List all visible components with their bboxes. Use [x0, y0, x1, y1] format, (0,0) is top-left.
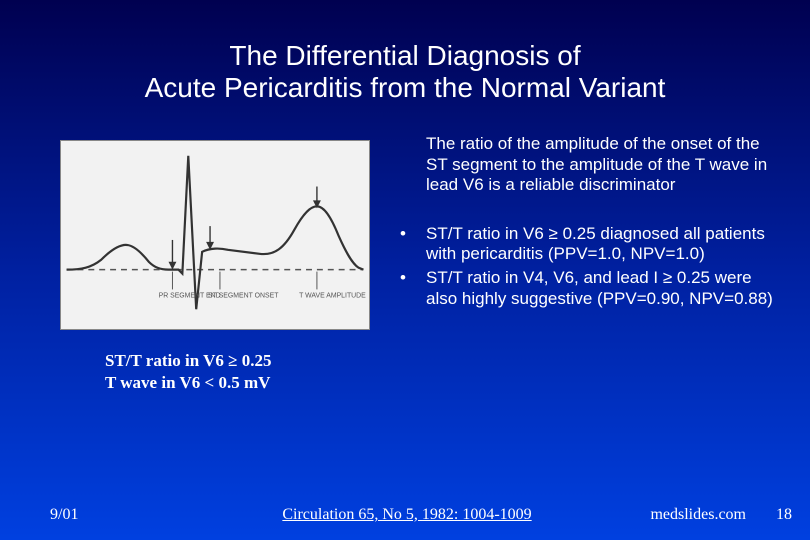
ecg-arrow-pr: [168, 240, 176, 270]
intro-text: The ratio of the amplitude of the onset …: [400, 134, 780, 195]
bullet-list: • ST/T ratio in V6 ≥ 0.25 diagnosed all …: [400, 224, 780, 310]
footer-page-number: 18: [764, 506, 792, 524]
title-line-2: Acute Pericarditis from the Normal Varia…: [145, 72, 666, 103]
ecg-label-tw: T WAVE AMPLITUDE: [299, 293, 366, 300]
content-area: PR SEGMENT END ST SEGMENT ONSET T WAVE A…: [0, 134, 810, 394]
caption-line-2: T wave in V6 < 0.5 mV: [105, 373, 270, 392]
ecg-label-st: ST SEGMENT ONSET: [208, 293, 279, 300]
right-column: The ratio of the amplitude of the onset …: [400, 134, 780, 394]
title-line-1: The Differential Diagnosis of: [229, 40, 580, 71]
caption-line-1: ST/T ratio in V6 ≥ 0.25: [105, 351, 271, 370]
footer-date: 9/01: [50, 506, 210, 524]
figure-caption: ST/T ratio in V6 ≥ 0.25 T wave in V6 < 0…: [105, 350, 325, 394]
ecg-figure: PR SEGMENT END ST SEGMENT ONSET T WAVE A…: [60, 140, 370, 330]
ecg-svg: PR SEGMENT END ST SEGMENT ONSET T WAVE A…: [61, 141, 369, 329]
footer: 9/01 Circulation 65, No 5, 1982: 1004-10…: [0, 506, 810, 524]
list-item: • ST/T ratio in V4, V6, and lead I ≥ 0.2…: [400, 268, 780, 309]
footer-citation: Circulation 65, No 5, 1982: 1004-1009: [210, 506, 604, 524]
footer-site: medslides.com: [604, 506, 764, 524]
bullet-text: ST/T ratio in V6 ≥ 0.25 diagnosed all pa…: [426, 224, 780, 265]
bullet-icon: •: [400, 224, 426, 265]
bullet-text: ST/T ratio in V4, V6, and lead I ≥ 0.25 …: [426, 268, 780, 309]
slide-title: The Differential Diagnosis of Acute Peri…: [0, 0, 810, 104]
ecg-trace: [67, 156, 364, 309]
ecg-arrow-st: [206, 226, 214, 250]
ecg-arrow-twave: [313, 187, 321, 209]
list-item: • ST/T ratio in V6 ≥ 0.25 diagnosed all …: [400, 224, 780, 265]
bullet-icon: •: [400, 268, 426, 309]
left-column: PR SEGMENT END ST SEGMENT ONSET T WAVE A…: [50, 134, 380, 394]
